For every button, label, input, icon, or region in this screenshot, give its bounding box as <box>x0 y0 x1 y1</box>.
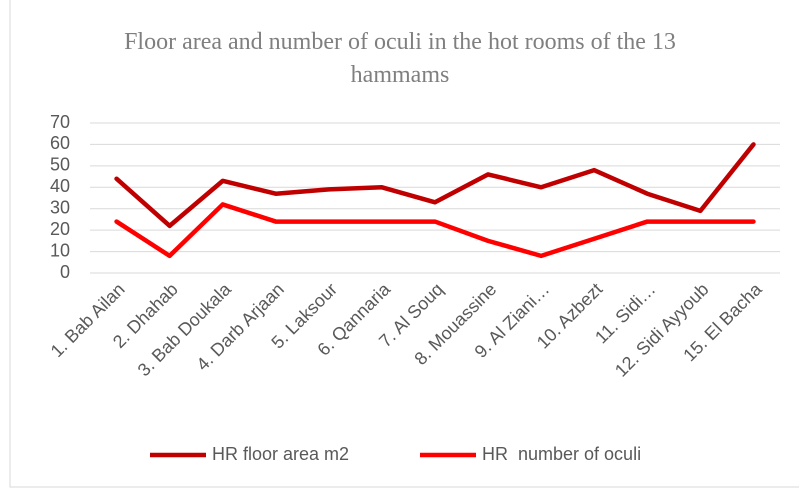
y-tick-label: 40 <box>50 176 70 196</box>
y-tick-label: 70 <box>50 112 70 132</box>
y-tick-label: 30 <box>50 197 70 217</box>
chart-border <box>9 0 799 488</box>
y-tick-label: 10 <box>50 240 70 260</box>
x-tick-label: 12. Sidi Ayyoub <box>611 279 713 381</box>
y-tick-label: 20 <box>50 219 70 239</box>
chart-title: Floor area and number of oculi in the ho… <box>124 29 676 88</box>
y-tick-label: 60 <box>50 133 70 153</box>
line-series <box>114 142 756 229</box>
x-tick-label: 1. Bab Ailan <box>47 279 129 361</box>
y-tick-label: 0 <box>60 262 70 282</box>
legend-label: HR number of oculi <box>482 444 641 464</box>
x-tick-label: 3. Bab Doukala <box>134 278 236 380</box>
legend-label: HR floor area m2 <box>212 444 349 464</box>
line-series <box>114 202 756 259</box>
y-tick-label: 50 <box>50 155 70 175</box>
